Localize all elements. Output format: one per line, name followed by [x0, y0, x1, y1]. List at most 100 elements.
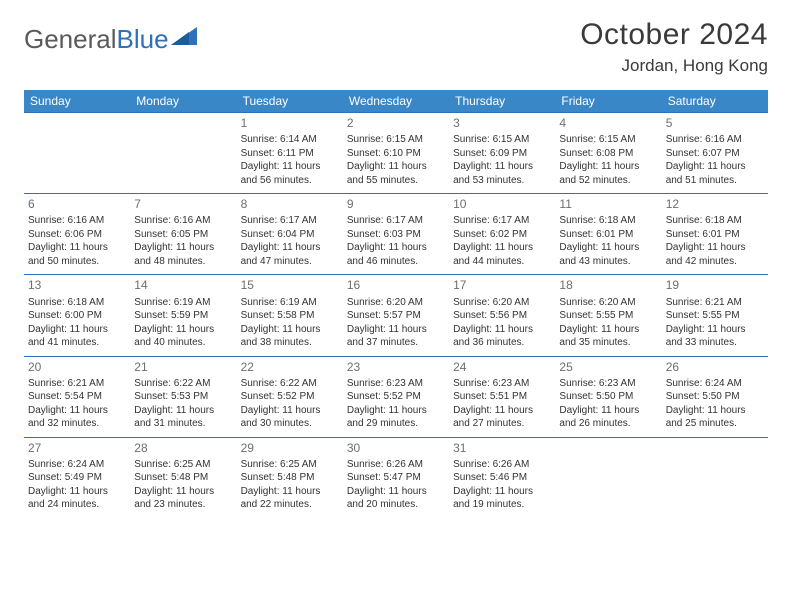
weekday-header: Saturday	[662, 90, 768, 113]
sunrise-line: Sunrise: 6:17 AM	[241, 214, 339, 228]
sunrise-line: Sunrise: 6:19 AM	[134, 296, 232, 310]
calendar-cell-empty	[555, 437, 661, 518]
daylight-line: Daylight: 11 hours and 47 minutes.	[241, 241, 339, 268]
weekday-header-row: SundayMondayTuesdayWednesdayThursdayFrid…	[24, 90, 768, 113]
sunrise-line: Sunrise: 6:19 AM	[241, 296, 339, 310]
sunrise-line: Sunrise: 6:16 AM	[134, 214, 232, 228]
daylight-line: Daylight: 11 hours and 32 minutes.	[28, 404, 126, 431]
day-number: 4	[559, 115, 657, 131]
daylight-line: Daylight: 11 hours and 27 minutes.	[453, 404, 551, 431]
daylight-line: Daylight: 11 hours and 53 minutes.	[453, 160, 551, 187]
sunrise-line: Sunrise: 6:23 AM	[559, 377, 657, 391]
calendar-cell: 19Sunrise: 6:21 AMSunset: 5:55 PMDayligh…	[662, 275, 768, 356]
sunrise-line: Sunrise: 6:17 AM	[453, 214, 551, 228]
calendar-cell: 14 Sunrise: 6:19 AMSunset: 5:59 PMDayligh…	[130, 275, 236, 356]
sunrise-line: Sunrise: 6:25 AM	[134, 458, 232, 472]
calendar-cell-empty	[662, 437, 768, 518]
calendar-cell: 1Sunrise: 6:14 AMSunset: 6:11 PMDaylight…	[237, 113, 343, 194]
sunrise-line: Sunrise: 6:24 AM	[666, 377, 764, 391]
sunset-line: Sunset: 5:51 PM	[453, 390, 551, 404]
daylight-line: Daylight: 11 hours and 35 minutes.	[559, 323, 657, 350]
daylight-line: Daylight: 11 hours and 37 minutes.	[347, 323, 445, 350]
daylight-line: Daylight: 11 hours and 38 minutes.	[241, 323, 339, 350]
sunrise-line: Sunrise: 6:24 AM	[28, 458, 126, 472]
calendar-cell: 20 Sunrise: 6:21 AMSunset: 5:54 PMDayligh…	[24, 356, 130, 437]
day-number: 12	[666, 196, 764, 212]
day-number: 10	[453, 196, 551, 212]
calendar-cell-empty	[130, 113, 236, 194]
sunrise-line: Sunrise: 6:15 AM	[347, 133, 445, 147]
day-number: 6	[28, 196, 126, 212]
calendar-cell: 17Sunrise: 6:20 AMSunset: 5:56 PMDayligh…	[449, 275, 555, 356]
sunrise-line: Sunrise: 6:17 AM	[347, 214, 445, 228]
day-number: 8	[241, 196, 339, 212]
sunset-line: Sunset: 6:08 PM	[559, 147, 657, 161]
calendar-cell: 31Sunrise: 6:26 AMSunset: 5:46 PMDayligh…	[449, 437, 555, 518]
day-number: 1	[241, 115, 339, 131]
calendar-week-row: 13Sunrise: 6:18 AMSunset: 6:00 PMDayligh…	[24, 275, 768, 356]
calendar-cell: 22Sunrise: 6:22 AMSunset: 5:52 PMDayligh…	[237, 356, 343, 437]
calendar-cell: 30Sunrise: 6:26 AMSunset: 5:47 PMDayligh…	[343, 437, 449, 518]
sunset-line: Sunset: 5:50 PM	[559, 390, 657, 404]
sunset-line: Sunset: 6:10 PM	[347, 147, 445, 161]
day-number: 5	[666, 115, 764, 131]
daylight-line: Daylight: 11 hours and 20 minutes.	[347, 485, 445, 512]
sunrise-line: Sunrise: 6:23 AM	[347, 377, 445, 391]
calendar-cell: 10Sunrise: 6:17 AMSunset: 6:02 PMDayligh…	[449, 194, 555, 275]
day-number: 18	[559, 277, 657, 293]
calendar-week-row: 1Sunrise: 6:14 AMSunset: 6:11 PMDaylight…	[24, 113, 768, 194]
sunset-line: Sunset: 6:04 PM	[241, 228, 339, 242]
day-number: 17	[453, 277, 551, 293]
calendar-cell: 6Sunrise: 6:16 AMSunset: 6:06 PMDaylight…	[24, 194, 130, 275]
day-number: 9	[347, 196, 445, 212]
sunset-line: Sunset: 5:54 PM	[28, 390, 126, 404]
day-number: 21	[134, 359, 232, 375]
sunrise-line: Sunrise: 6:26 AM	[453, 458, 551, 472]
sunset-line: Sunset: 6:01 PM	[559, 228, 657, 242]
sunrise-line: Sunrise: 6:21 AM	[28, 377, 126, 391]
sunrise-line: Sunrise: 6:25 AM	[241, 458, 339, 472]
calendar-cell: 11Sunrise: 6:18 AMSunset: 6:01 PMDayligh…	[555, 194, 661, 275]
header: GeneralBlue October 2024 Jordan, Hong Ko…	[24, 18, 768, 76]
sunset-line: Sunset: 5:57 PM	[347, 309, 445, 323]
sunset-line: Sunset: 6:09 PM	[453, 147, 551, 161]
daylight-line: Daylight: 11 hours and 55 minutes.	[347, 160, 445, 187]
sunset-line: Sunset: 5:48 PM	[241, 471, 339, 485]
sunrise-line: Sunrise: 6:14 AM	[241, 133, 339, 147]
weekday-header: Thursday	[449, 90, 555, 113]
calendar-week-row: 6Sunrise: 6:16 AMSunset: 6:06 PMDaylight…	[24, 194, 768, 275]
calendar-cell: 26Sunrise: 6:24 AMSunset: 5:50 PMDayligh…	[662, 356, 768, 437]
daylight-line: Daylight: 11 hours and 56 minutes.	[241, 160, 339, 187]
daylight-line: Daylight: 11 hours and 26 minutes.	[559, 404, 657, 431]
brand-part2: Blue	[117, 24, 169, 55]
daylight-line: Daylight: 11 hours and 46 minutes.	[347, 241, 445, 268]
sunrise-line: Sunrise: 6:16 AM	[28, 214, 126, 228]
sunset-line: Sunset: 5:47 PM	[347, 471, 445, 485]
calendar-cell: 9Sunrise: 6:17 AMSunset: 6:03 PMDaylight…	[343, 194, 449, 275]
sunset-line: Sunset: 6:00 PM	[28, 309, 126, 323]
daylight-line: Daylight: 11 hours and 23 minutes.	[134, 485, 232, 512]
brand-part1: General	[24, 24, 117, 55]
daylight-line: Daylight: 11 hours and 31 minutes.	[134, 404, 232, 431]
day-number: 20	[28, 359, 126, 375]
day-number: 27	[28, 440, 126, 456]
calendar-cell: 16Sunrise: 6:20 AMSunset: 5:57 PMDayligh…	[343, 275, 449, 356]
sunset-line: Sunset: 5:59 PM	[134, 309, 232, 323]
sunrise-line: Sunrise: 6:16 AM	[666, 133, 764, 147]
day-number: 23	[347, 359, 445, 375]
sunset-line: Sunset: 5:55 PM	[666, 309, 764, 323]
daylight-line: Daylight: 11 hours and 40 minutes.	[134, 323, 232, 350]
daylight-line: Daylight: 11 hours and 48 minutes.	[134, 241, 232, 268]
calendar-cell: 7Sunrise: 6:16 AMSunset: 6:05 PMDaylight…	[130, 194, 236, 275]
day-number: 15	[241, 277, 339, 293]
day-number: 13	[28, 277, 126, 293]
daylight-line: Daylight: 11 hours and 36 minutes.	[453, 323, 551, 350]
calendar-cell: 4Sunrise: 6:15 AMSunset: 6:08 PMDaylight…	[555, 113, 661, 194]
day-number: 14	[134, 277, 232, 293]
sunset-line: Sunset: 5:50 PM	[666, 390, 764, 404]
sunset-line: Sunset: 6:05 PM	[134, 228, 232, 242]
sunset-line: Sunset: 6:07 PM	[666, 147, 764, 161]
sunset-line: Sunset: 5:52 PM	[241, 390, 339, 404]
day-number: 19	[666, 277, 764, 293]
sunrise-line: Sunrise: 6:22 AM	[134, 377, 232, 391]
